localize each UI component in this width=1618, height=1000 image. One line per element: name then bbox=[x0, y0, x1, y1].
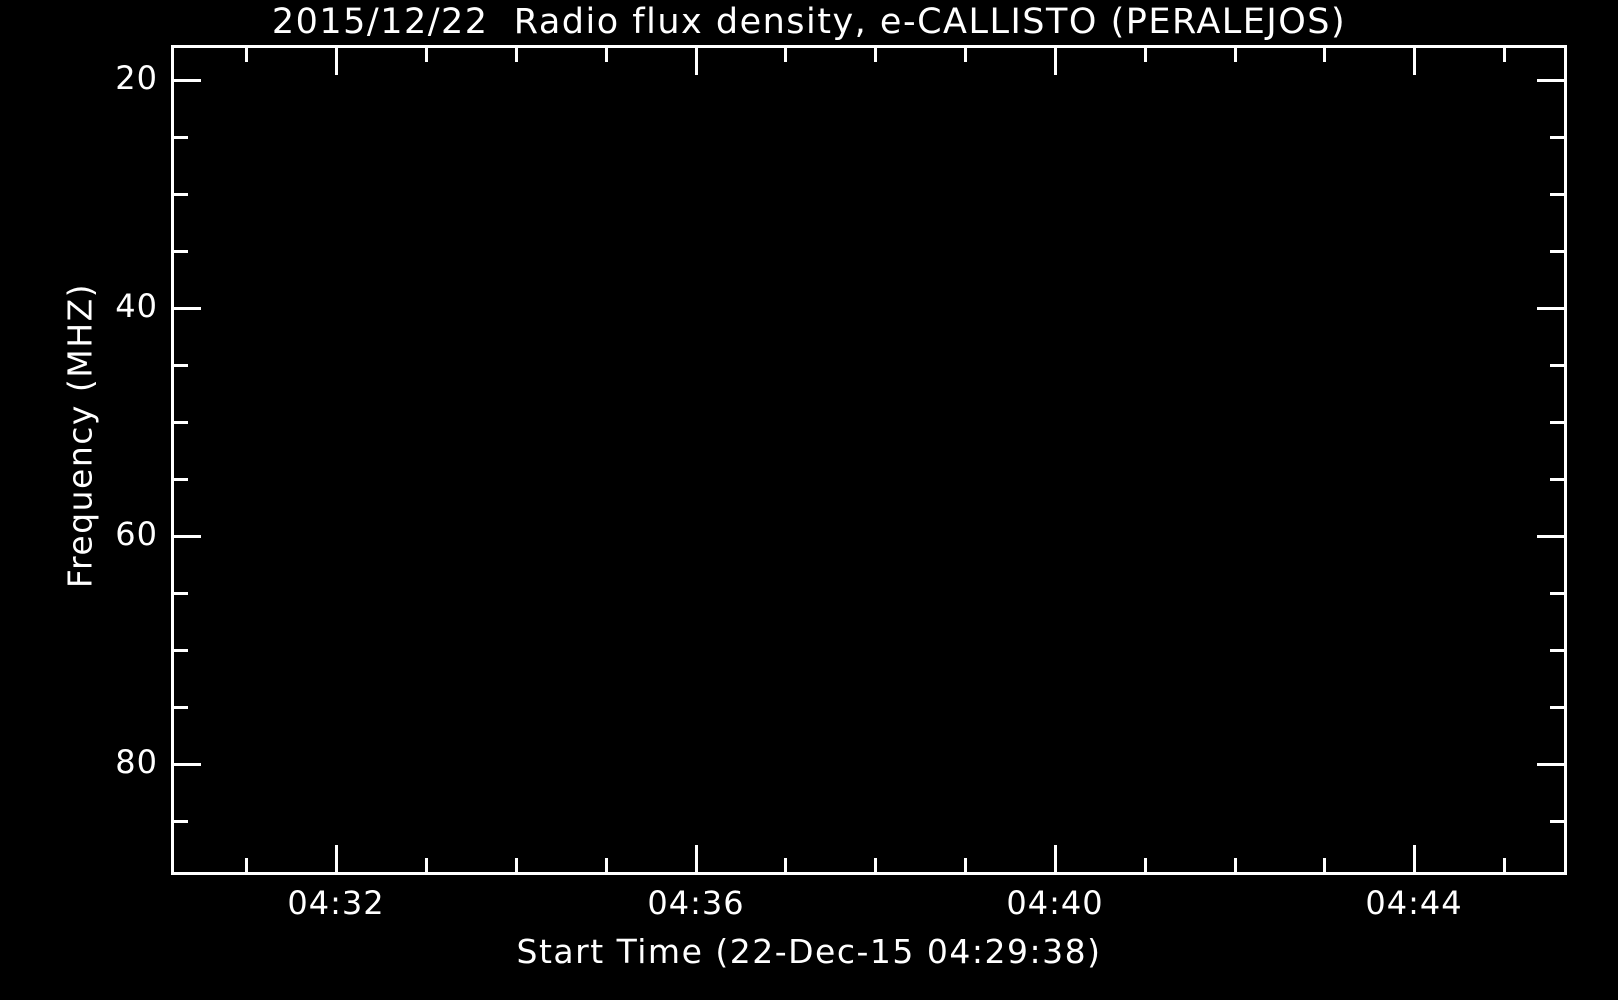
x-tick-minor-top-43 bbox=[1323, 45, 1326, 62]
y-tick-minor-50 bbox=[171, 421, 188, 424]
x-tick-minor-top-37 bbox=[784, 45, 787, 62]
y-tick-major-right-60 bbox=[1537, 535, 1567, 538]
x-tick-minor-45 bbox=[1503, 858, 1506, 875]
y-tick-minor-right-75 bbox=[1550, 706, 1567, 709]
x-tick-minor-top-39 bbox=[964, 45, 967, 62]
y-tick-minor-35 bbox=[171, 250, 188, 253]
y-tick-minor-30 bbox=[171, 193, 188, 196]
x-tick-minor-top-38 bbox=[874, 45, 877, 62]
x-tick-major-04:36 bbox=[695, 845, 698, 875]
y-tick-minor-right-35 bbox=[1550, 250, 1567, 253]
x-tick-minor-43 bbox=[1323, 858, 1326, 875]
y-tick-minor-right-30 bbox=[1550, 193, 1567, 196]
y-tick-minor-55 bbox=[171, 478, 188, 481]
y-tick-major-40 bbox=[171, 307, 201, 310]
x-tick-minor-33 bbox=[425, 858, 428, 875]
x-tick-label-04:44: 04:44 bbox=[1365, 884, 1463, 922]
y-tick-major-60 bbox=[171, 535, 201, 538]
x-tick-minor-37 bbox=[784, 858, 787, 875]
y-tick-minor-right-65 bbox=[1550, 592, 1567, 595]
x-tick-label-04:36: 04:36 bbox=[647, 884, 745, 922]
y-tick-minor-85 bbox=[171, 820, 188, 823]
x-tick-major-top-04:40 bbox=[1054, 45, 1057, 75]
x-tick-major-top-04:44 bbox=[1413, 45, 1416, 75]
x-tick-minor-top-34 bbox=[515, 45, 518, 62]
x-tick-minor-39 bbox=[964, 858, 967, 875]
x-tick-minor-top-33 bbox=[425, 45, 428, 62]
x-tick-minor-38 bbox=[874, 858, 877, 875]
x-tick-label-04:32: 04:32 bbox=[287, 884, 385, 922]
x-tick-label-04:40: 04:40 bbox=[1006, 884, 1104, 922]
y-tick-label-40: 40 bbox=[115, 287, 158, 325]
y-tick-major-20 bbox=[171, 79, 201, 82]
y-tick-minor-right-45 bbox=[1550, 364, 1567, 367]
y-tick-major-right-80 bbox=[1537, 763, 1567, 766]
x-tick-major-04:32 bbox=[335, 845, 338, 875]
y-tick-minor-right-25 bbox=[1550, 136, 1567, 139]
y-tick-minor-right-55 bbox=[1550, 478, 1567, 481]
y-axis-title: Frequency (MHZ) bbox=[60, 282, 100, 589]
y-tick-minor-right-50 bbox=[1550, 421, 1567, 424]
y-tick-major-right-40 bbox=[1537, 307, 1567, 310]
y-tick-minor-45 bbox=[171, 364, 188, 367]
x-tick-minor-top-41 bbox=[1144, 45, 1147, 62]
plot-axes-frame bbox=[171, 45, 1567, 875]
x-tick-minor-top-45 bbox=[1503, 45, 1506, 62]
x-tick-minor-top-35 bbox=[605, 45, 608, 62]
x-tick-minor-41 bbox=[1144, 858, 1147, 875]
y-tick-major-right-20 bbox=[1537, 79, 1567, 82]
x-tick-minor-42 bbox=[1234, 858, 1237, 875]
y-tick-minor-75 bbox=[171, 706, 188, 709]
y-tick-minor-70 bbox=[171, 649, 188, 652]
y-tick-major-80 bbox=[171, 763, 201, 766]
x-tick-minor-31 bbox=[245, 858, 248, 875]
x-tick-major-04:44 bbox=[1413, 845, 1416, 875]
y-tick-label-60: 60 bbox=[115, 515, 158, 553]
y-tick-minor-right-70 bbox=[1550, 649, 1567, 652]
x-tick-major-top-04:36 bbox=[695, 45, 698, 75]
x-tick-major-top-04:32 bbox=[335, 45, 338, 75]
y-tick-minor-25 bbox=[171, 136, 188, 139]
x-tick-minor-top-42 bbox=[1234, 45, 1237, 62]
x-tick-major-04:40 bbox=[1054, 845, 1057, 875]
y-tick-label-80: 80 bbox=[115, 743, 158, 781]
y-tick-minor-65 bbox=[171, 592, 188, 595]
page-title: 2015/12/22 Radio flux density, e-CALLIST… bbox=[271, 2, 1347, 42]
x-axis-title: Start Time (22-Dec-15 04:29:38) bbox=[516, 932, 1102, 971]
x-tick-minor-34 bbox=[515, 858, 518, 875]
y-tick-minor-right-85 bbox=[1550, 820, 1567, 823]
y-tick-label-20: 20 bbox=[115, 59, 158, 97]
x-tick-minor-top-31 bbox=[245, 45, 248, 62]
x-tick-minor-35 bbox=[605, 858, 608, 875]
